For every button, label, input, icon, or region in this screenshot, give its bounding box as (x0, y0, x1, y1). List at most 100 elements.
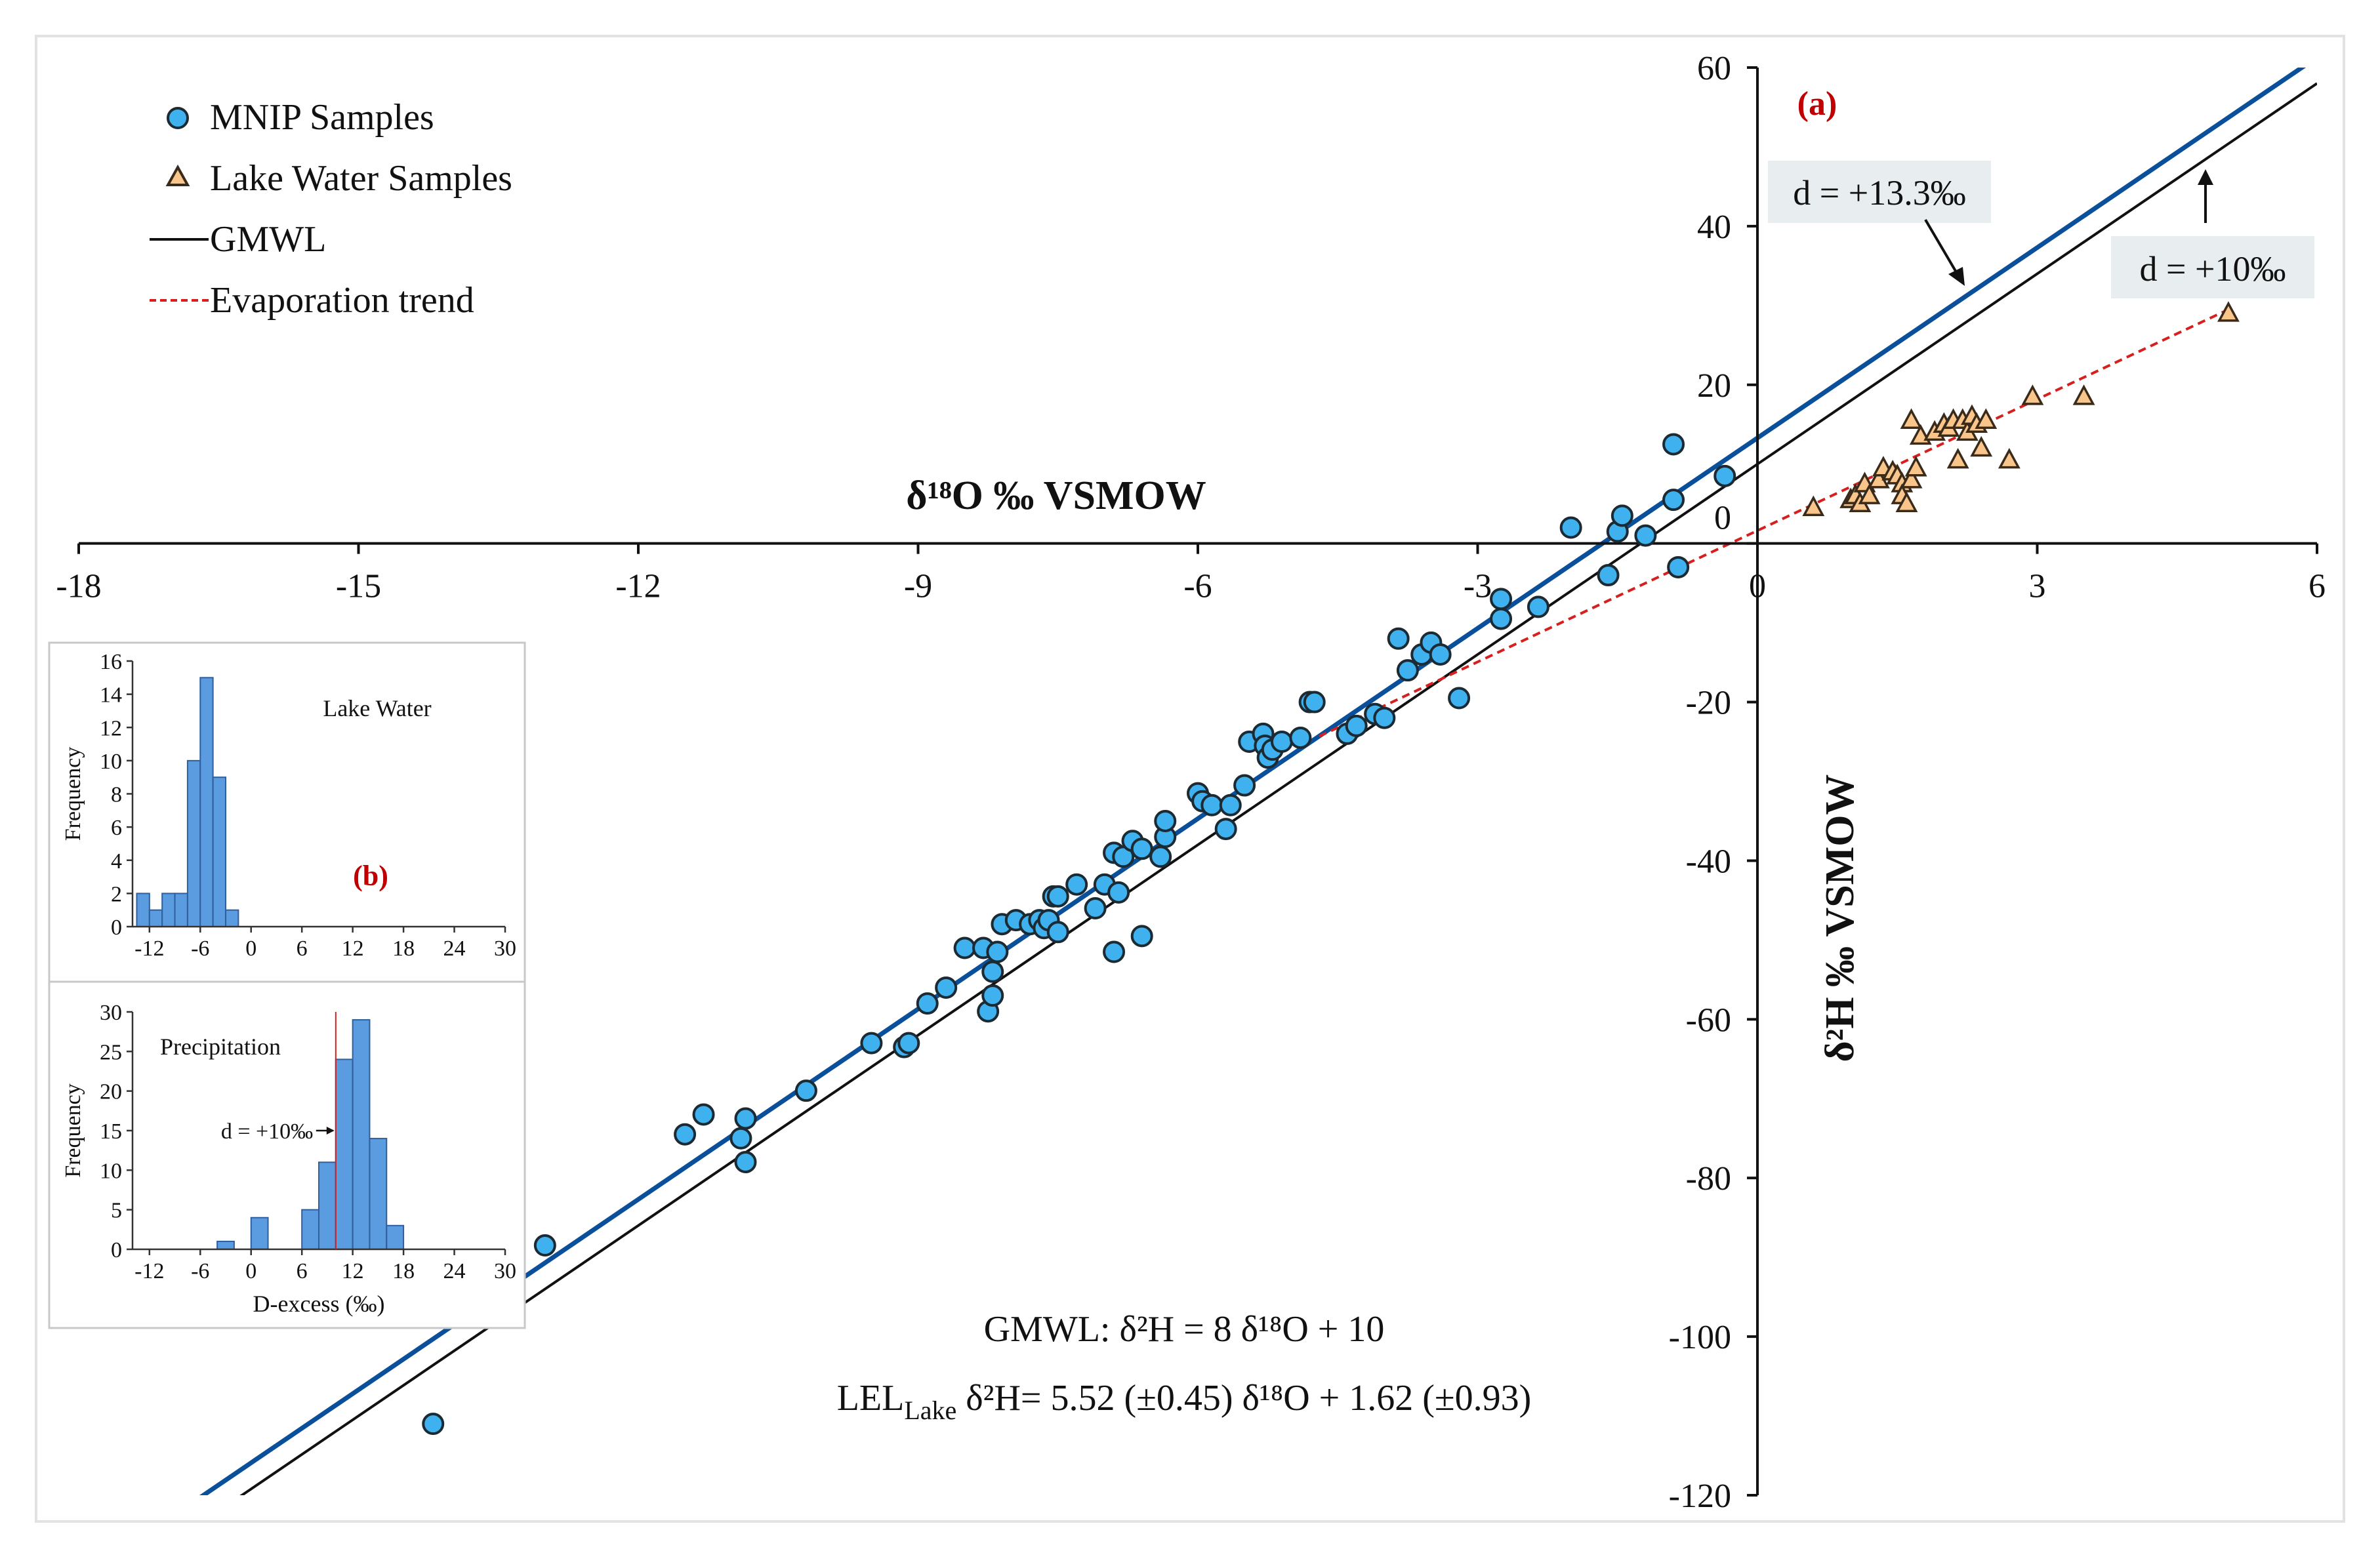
lake-point (1904, 456, 1927, 477)
histogram-bar (225, 909, 239, 927)
histogram-x-tick-label: 0 (245, 936, 256, 961)
mnip-point (981, 960, 1004, 983)
x-tick-label: -15 (336, 568, 381, 605)
inset-panel: -12 -6 0 6 12 18 24 300246810121416FrequencyLak… (48, 641, 526, 1329)
mnip-point (1429, 643, 1452, 666)
histogram-x-tick-label: -12 (134, 1259, 164, 1283)
histogram-x-tick-label: 0 (245, 1259, 256, 1283)
histogram-x-tick-label: 18 (392, 936, 415, 961)
histogram-y-tick-label: 4 (111, 849, 122, 874)
histogram-bar (335, 1058, 354, 1251)
histogram-y-label: Frequency (61, 1083, 85, 1178)
mnip-point (1527, 595, 1549, 618)
lel-equation: LELLake δ²H= 5.52 (±0.45) δ¹⁸O + 1.62 (±… (837, 1378, 1532, 1425)
callout-d133-arrow (1924, 218, 1959, 277)
histogram-y-tick-label: 12 (100, 716, 122, 740)
y-tick-label: -100 (1669, 1319, 1731, 1356)
y-tick-label: -20 (1686, 685, 1731, 722)
callout-d10-text: d = +10‰ (2140, 249, 2286, 289)
lel-equation-prefix: LEL (837, 1378, 905, 1418)
lake-point (1970, 435, 1993, 457)
histogram-bar (186, 759, 201, 927)
histogram-bar (318, 1161, 337, 1251)
mnip-point (1559, 516, 1582, 539)
mnip-point (1065, 873, 1088, 896)
lake-point (1975, 408, 1998, 429)
mnip-point (1130, 925, 1153, 948)
gmwl-line (239, 82, 2317, 1495)
mnip-point (1667, 555, 1690, 578)
y-tick-label: -80 (1686, 1160, 1731, 1197)
mnip-point (422, 1413, 445, 1436)
mnip-point (1200, 794, 1223, 816)
histogram-y-tick-label: 2 (111, 882, 122, 906)
mnip-point (1490, 588, 1513, 611)
x-tick-label: -18 (56, 568, 101, 605)
mnip-point (1233, 774, 1256, 797)
panel-b-label: (b) (353, 860, 388, 892)
callout-d10: d = +10‰ (2111, 169, 2314, 298)
mnip-point (1289, 726, 1312, 749)
y-tick-label: -40 (1686, 843, 1731, 880)
x-tick-label: -9 (904, 568, 932, 605)
mnip-point (692, 1103, 715, 1126)
x-tick-label: -6 (1183, 568, 1212, 605)
mnip-point (1597, 564, 1620, 587)
mnip-point (1107, 881, 1130, 904)
x-axis-title: δ¹⁸O ‰ VSMOW (906, 473, 1206, 518)
lake-point (1900, 408, 1923, 429)
histogram-x-tick-label: 30 (494, 936, 516, 961)
mnip-point (953, 936, 976, 959)
y-tick-label: 40 (1697, 209, 1731, 246)
lake-point (1946, 447, 1969, 469)
mnip-point (986, 940, 1009, 963)
mnip-point (1396, 659, 1419, 682)
lake-point (1895, 491, 1918, 512)
histogram-y-tick-label: 15 (100, 1119, 122, 1144)
mnip-point (1103, 940, 1126, 963)
lake-point (1802, 495, 1825, 516)
mnip-point (935, 976, 958, 999)
mnip-point (860, 1032, 883, 1055)
mnip-point (794, 1079, 817, 1102)
callout-d133-text: d = +13.3‰ (1793, 173, 1965, 212)
callout-d133-box (1768, 161, 1991, 223)
y-tick-label: -120 (1669, 1478, 1731, 1515)
mnip-point (1046, 885, 1069, 908)
legend-lake-marker (165, 164, 190, 186)
histogram-x-tick-label: -12 (134, 936, 164, 961)
histogram-x-tick-label: 12 (342, 1259, 364, 1283)
histogram-y-tick-label: 6 (111, 816, 122, 840)
histogram-bar (352, 1019, 371, 1250)
histogram-y-label: Frequency (61, 747, 85, 841)
histogram-lake-water: -12 -6 0 6 12 18 24 300246810121416FrequencyLak… (61, 650, 516, 961)
mnip-point (533, 1234, 556, 1257)
histogram-y-tick-label: 25 (100, 1040, 122, 1064)
histogram-title: Lake Water (323, 695, 431, 721)
histogram-x-tick-label: 12 (342, 936, 364, 961)
histogram-bar (212, 776, 226, 927)
histogram-bar (216, 1240, 235, 1251)
mnip-point (1084, 897, 1107, 920)
histogram-y-tick-label: 16 (100, 650, 122, 674)
histogram-bar (386, 1224, 405, 1251)
y-axis-title: δ²H ‰ VSMOW (1818, 774, 1862, 1062)
main-axes: -18 -15 -12 -9 -6 -3 0 3 6-120-100-80-60-40-2020… (56, 50, 2326, 1515)
lake-point (2021, 384, 2044, 405)
mnip-point (1214, 818, 1237, 841)
lake-point (1900, 468, 1923, 489)
mnip-point (1303, 691, 1326, 714)
mnip-point (1154, 809, 1177, 832)
histogram-bar (369, 1138, 388, 1250)
panel-a-label: (a) (1797, 85, 1837, 123)
legend: MNIP Samples Lake Water Samples GMWL Eva… (150, 97, 512, 321)
mnip-point (734, 1151, 757, 1174)
histogram-title: Precipitation (160, 1034, 281, 1060)
mnip-point (1270, 731, 1293, 754)
mnip-point (1611, 504, 1633, 527)
lel-equation-rest: δ²H= 5.52 (±0.45) δ¹⁸O + 1.62 (±0.93) (956, 1378, 1531, 1418)
histogram-y-tick-label: 0 (111, 1238, 122, 1262)
inset-border (48, 641, 526, 1329)
